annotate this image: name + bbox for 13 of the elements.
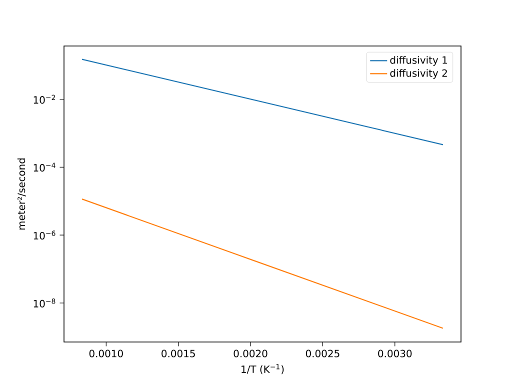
y-axis-title: meter²/second (17, 158, 26, 230)
legend-label: diffusivity 1 (390, 56, 447, 66)
x-tick-label: 0.0025 (306, 350, 340, 358)
y-tick-label: 10$^{−2}$ (34, 94, 56, 104)
y-tick-label: 10$^{−8}$ (34, 298, 56, 308)
legend-label: diffusivity 2 (390, 69, 447, 79)
x-tick-label: 0.0030 (378, 350, 412, 358)
x-tick-label: 0.0015 (162, 350, 195, 358)
x-tick-label: 0.0020 (234, 350, 268, 358)
x-tick-label: 0.0010 (89, 350, 123, 358)
y-tick-label: 10$^{−4}$ (34, 162, 56, 172)
y-tick-label: 10$^{−6}$ (34, 230, 56, 240)
x-axis-title: 1/T (K$^{−1}$) (242, 364, 284, 374)
